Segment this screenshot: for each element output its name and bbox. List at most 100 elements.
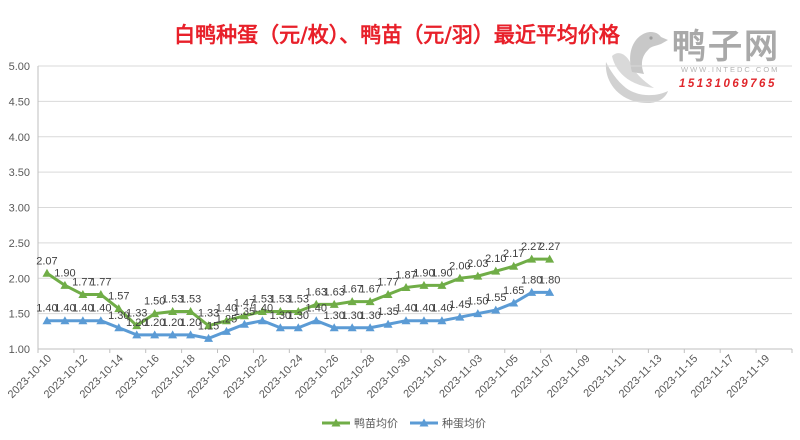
legend-marker: [331, 418, 341, 427]
data-label-hatching-egg-price: 1.30: [288, 310, 309, 322]
data-label-hatching-egg-price: 1.40: [413, 303, 434, 315]
data-point-duckling-price: [545, 254, 555, 263]
data-label-duckling-price: 2.00: [449, 260, 470, 272]
data-label-duckling-price: 1.33: [198, 308, 219, 320]
y-tick-label: 1.50: [9, 309, 30, 321]
data-point-hatching-egg-price: [239, 319, 249, 328]
data-point-hatching-egg-price: [275, 323, 285, 332]
data-label-hatching-egg-price: 1.50: [467, 296, 488, 308]
data-point-duckling-price: [311, 299, 321, 308]
data-point-hatching-egg-price: [419, 316, 429, 325]
data-point-duckling-price: [437, 280, 447, 289]
data-label-hatching-egg-price: 1.30: [341, 310, 362, 322]
data-label-duckling-price: 2.07: [36, 255, 57, 267]
data-point-hatching-egg-price: [114, 323, 124, 332]
data-point-hatching-egg-price: [78, 316, 88, 325]
data-point-duckling-price: [527, 254, 537, 263]
data-point-hatching-egg-price: [204, 333, 214, 342]
y-tick-label: 3.00: [9, 203, 30, 215]
data-label-hatching-egg-price: 1.35: [234, 306, 255, 318]
data-point-hatching-egg-price: [168, 330, 178, 339]
logo-phone: 15131069765: [679, 78, 777, 90]
legend-label: 鸭苗均价: [354, 417, 398, 430]
data-label-duckling-price: 1.63: [324, 286, 345, 298]
data-point-hatching-egg-price: [293, 323, 303, 332]
data-label-duckling-price: 1.53: [288, 294, 309, 306]
data-label-duckling-price: 1.77: [72, 277, 93, 289]
data-point-duckling-price: [42, 268, 52, 277]
data-point-hatching-egg-price: [437, 316, 447, 325]
data-label-duckling-price: 1.33: [126, 308, 147, 320]
data-point-hatching-egg-price: [42, 316, 52, 325]
data-label-duckling-price: 1.67: [359, 284, 380, 296]
data-point-duckling-price: [222, 316, 231, 325]
data-label-hatching-egg-price: 1.80: [521, 274, 542, 286]
y-tick-label: 2.50: [9, 238, 30, 250]
duck-icon: [605, 31, 668, 104]
data-label-duckling-price: 2.03: [467, 258, 488, 270]
data-labels: 2.071.901.771.771.571.331.501.531.531.33…: [36, 241, 560, 332]
legend-label: 种蛋均价: [442, 416, 486, 430]
data-label-duckling-price: 1.53: [180, 294, 201, 306]
data-point-duckling-price: [78, 290, 88, 299]
data-label-hatching-egg-price: 1.25: [216, 313, 237, 325]
data-point-hatching-egg-price: [509, 298, 519, 307]
data-point-hatching-egg-price: [527, 287, 537, 296]
data-label-hatching-egg-price: 1.40: [431, 303, 452, 315]
data-label-duckling-price: 1.90: [413, 267, 434, 279]
data-label-hatching-egg-price: 1.20: [144, 317, 165, 329]
data-point-duckling-price: [132, 321, 142, 330]
data-point-duckling-price: [114, 304, 124, 313]
data-label-hatching-egg-price: 1.20: [162, 317, 183, 329]
y-tick-label: 4.00: [9, 132, 30, 144]
legend: 鸭苗均价 种蛋均价: [322, 416, 486, 430]
data-point-hatching-egg-price: [455, 312, 465, 321]
y-tick-label: 3.50: [9, 167, 30, 179]
data-point-duckling-price: [275, 307, 285, 316]
data-label-hatching-egg-price: 1.65: [503, 285, 524, 297]
legend-item-duckling-price: 鸭苗均价: [322, 417, 398, 430]
data-point-hatching-egg-price: [545, 287, 555, 296]
data-label-duckling-price: 1.77: [377, 277, 398, 289]
chart-title: 白鸭种蛋（元/枚）、鸭苗（元/羽）最近平均价格: [174, 23, 621, 47]
data-point-duckling-price: [168, 307, 178, 316]
data-label-hatching-egg-price: 1.30: [270, 310, 291, 322]
data-label-duckling-price: 1.67: [341, 284, 362, 296]
data-label-duckling-price: 2.27: [539, 241, 560, 253]
plot-series: [42, 254, 555, 342]
data-label-duckling-price: 1.87: [395, 269, 416, 281]
data-point-duckling-price: [455, 273, 465, 282]
data-point-hatching-egg-price: [473, 309, 483, 318]
data-label-hatching-egg-price: 1.30: [324, 310, 345, 322]
data-point-duckling-price: [257, 307, 267, 316]
data-label-hatching-egg-price: 1.45: [449, 299, 470, 311]
data-label-hatching-egg-price: 1.30: [108, 310, 129, 322]
data-label-duckling-price: 1.53: [162, 294, 183, 306]
data-point-duckling-price: [186, 307, 196, 316]
data-label-hatching-egg-price: 1.40: [72, 303, 93, 315]
data-point-hatching-egg-price: [60, 316, 70, 325]
data-label-hatching-egg-price: 1.40: [54, 303, 75, 315]
data-label-hatching-egg-price: 1.80: [539, 274, 560, 286]
data-point-hatching-egg-price: [401, 316, 411, 325]
data-point-hatching-egg-price: [311, 316, 321, 325]
data-label-duckling-price: 1.53: [270, 294, 291, 306]
data-point-duckling-price: [204, 321, 214, 330]
y-tick-label: 2.00: [9, 273, 30, 285]
data-label-duckling-price: 1.40: [216, 303, 237, 315]
data-label-hatching-egg-price: 1.40: [90, 303, 111, 315]
data-label-duckling-price: 1.77: [90, 277, 111, 289]
data-label-duckling-price: 1.53: [252, 294, 273, 306]
y-tick-label: 4.50: [9, 96, 30, 108]
data-point-duckling-price: [491, 266, 501, 275]
site-logo: 鸭子网 WWW.INTEDC.COM 15131069765: [605, 27, 778, 104]
data-label-hatching-egg-price: 1.20: [180, 317, 201, 329]
data-point-hatching-egg-price: [365, 323, 375, 332]
data-point-hatching-egg-price: [347, 323, 357, 332]
data-point-hatching-egg-price: [491, 305, 501, 314]
data-point-hatching-egg-price: [222, 326, 231, 335]
data-point-duckling-price: [239, 311, 249, 320]
data-label-duckling-price: 2.27: [521, 241, 542, 253]
data-label-duckling-price: 1.57: [108, 291, 129, 303]
